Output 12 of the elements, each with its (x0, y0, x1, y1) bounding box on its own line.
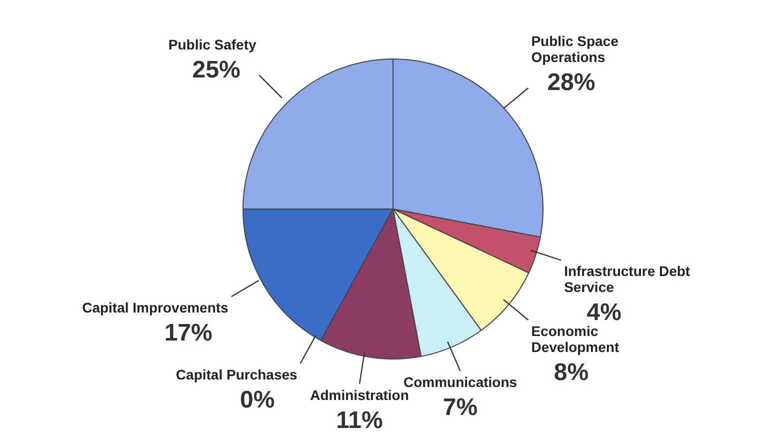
data-label: 17% (164, 320, 212, 347)
slice-label: Infrastructure Debt Service (564, 263, 690, 296)
text: 0% (240, 386, 275, 414)
data-label: 11% (336, 406, 383, 434)
slice-label: Capital Improvements (82, 300, 229, 316)
data-label: 25% (192, 56, 240, 84)
slice-label: Public Safety (168, 36, 257, 52)
slice-label: Public Space Operations (531, 32, 619, 65)
data-label: 8% (554, 359, 589, 386)
legend-label: Capital Purchases (176, 366, 298, 382)
data-label: 7% (442, 394, 478, 422)
data-label: 28% (547, 68, 596, 96)
